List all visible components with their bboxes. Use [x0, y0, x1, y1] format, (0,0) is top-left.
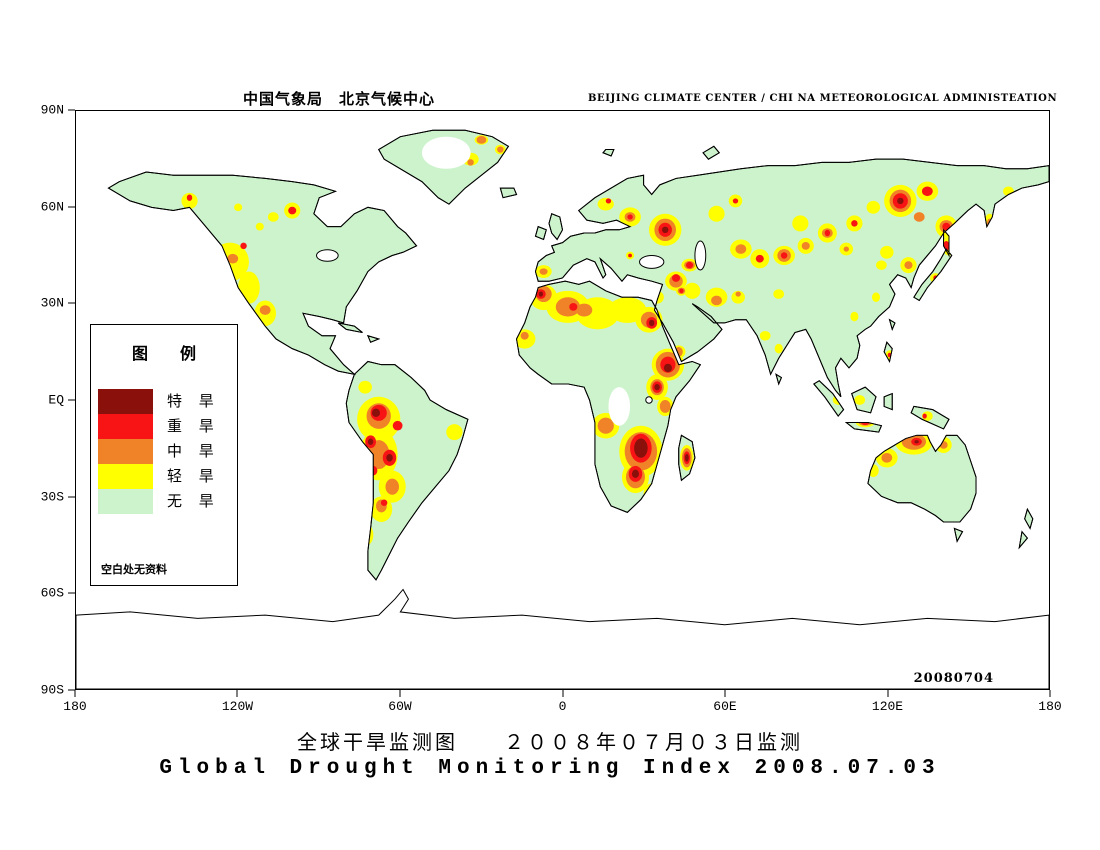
y-axis-tick	[68, 689, 75, 691]
x-axis-tick	[562, 690, 563, 697]
y-axis-label: EQ	[48, 392, 64, 408]
legend-swatch	[98, 489, 153, 514]
y-axis-tick	[68, 496, 75, 498]
y-axis-tick	[68, 399, 75, 401]
y-axis: 90N 60N 30N EQ 30S 60S 90S	[0, 103, 75, 698]
x-axis-label: 120W	[221, 699, 254, 714]
x-axis-label: 180	[63, 699, 87, 714]
x-axis-tick	[887, 690, 888, 697]
legend-label: 无 旱	[167, 492, 220, 510]
legend-label: 轻 旱	[167, 467, 220, 485]
legend-swatch	[98, 439, 153, 464]
y-axis-tick	[68, 206, 75, 208]
header-title-english: BEIJING CLIMATE CENTER / CHI NA METEOROL…	[588, 93, 1058, 104]
drought-severity-layer	[181, 135, 1041, 545]
x-axis-label: 0	[558, 699, 567, 714]
inland-seas	[317, 241, 706, 403]
x-axis-label: 60W	[388, 699, 412, 714]
drought-extreme-layer	[367, 197, 919, 479]
footer-caption-chinese: 全球干旱监测图 ２００８年０７月０３日监测	[297, 730, 803, 754]
legend-swatch	[98, 464, 153, 489]
x-axis-tick	[724, 690, 726, 697]
plot-area: 20080704	[75, 110, 1050, 690]
footer-caption-english: Global Drought Monitoring Index 2008.07.…	[159, 757, 941, 780]
y-axis-label: 30N	[40, 295, 64, 311]
legend-items: 特 旱重 旱中 旱轻 旱无 旱	[98, 389, 220, 514]
y-axis-label: 90S	[40, 682, 64, 698]
x-axis-tick	[1049, 690, 1051, 697]
legend-row: 无 旱	[98, 489, 220, 514]
x-axis-label: 60E	[713, 699, 737, 714]
legend-row: 重 旱	[98, 414, 220, 439]
legend-label: 重 旱	[167, 417, 220, 435]
x-axis-label: 180	[1038, 699, 1062, 714]
x-axis-tick	[399, 690, 401, 697]
world-map	[76, 128, 1049, 689]
x-axis: 180 120W 60W 0 60E 120E 180	[63, 690, 1062, 720]
no-data-patches	[421, 136, 631, 426]
legend-swatch	[98, 414, 153, 439]
legend-row: 中 旱	[98, 439, 220, 464]
legend-swatch	[98, 389, 153, 414]
x-axis-tick	[74, 690, 76, 697]
y-axis-label: 30S	[40, 489, 64, 505]
legend-label: 中 旱	[167, 442, 220, 460]
x-axis-tick	[236, 690, 238, 697]
legend-note: 空白处无资料	[101, 563, 167, 576]
legend-label: 特 旱	[167, 392, 220, 410]
y-axis-tick	[68, 109, 75, 111]
legend-row: 特 旱	[98, 389, 220, 414]
map-datestamp: 20080704	[913, 671, 994, 686]
legend-box: 图 例 特 旱重 旱中 旱轻 旱无 旱 空白处无资料	[90, 324, 238, 586]
y-axis-tick	[68, 592, 75, 594]
antarctica	[76, 589, 1049, 689]
x-axis-label: 120E	[871, 699, 904, 714]
legend-row: 轻 旱	[98, 464, 220, 489]
legend-title: 图 例	[131, 344, 196, 363]
y-axis-label: 60S	[40, 585, 64, 601]
header-title-chinese: 中国气象局 北京气候中心	[243, 90, 436, 108]
y-axis-label: 60N	[40, 199, 64, 215]
y-axis-label: 90N	[40, 102, 64, 118]
y-axis-tick	[68, 302, 75, 304]
